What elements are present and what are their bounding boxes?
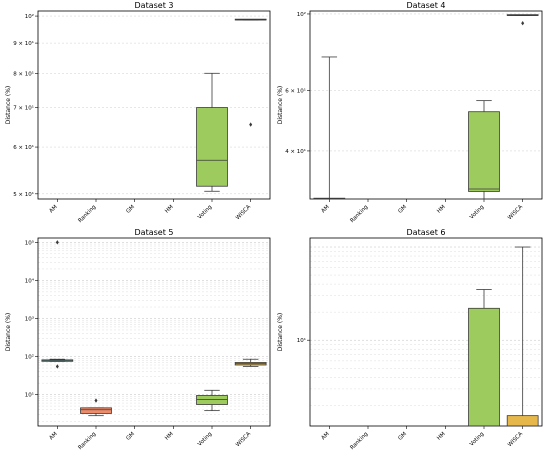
y-tick-label: 10² <box>25 354 34 361</box>
x-tick-label: WISCA <box>235 204 252 221</box>
x-tick-label: AM <box>48 431 58 441</box>
x-tick-label: Ranking <box>77 431 97 451</box>
x-tick-label: GM <box>125 204 136 215</box>
panel-dataset-5: Dataset 5 Distance (%) 10¹ 10² 10³ 10⁴ 10⁵ AM Ra… <box>5 228 271 451</box>
x-tick-label: WISCA <box>507 204 524 221</box>
x-tick-label: HM <box>436 204 447 215</box>
x-tick-label: WISCA <box>507 431 524 448</box>
outlier-point <box>55 364 59 369</box>
x-tick-label: Ranking <box>349 204 369 224</box>
panel-dataset-4: Dataset 4 Distance (%) 4 × 10¹ 6 × 10¹ 10² AM… <box>277 1 543 224</box>
y-tick-label: 10³ <box>25 315 34 322</box>
y-tick-label: 8 × 10¹ <box>13 70 34 77</box>
outlier-point <box>521 21 525 26</box>
x-tick-label: Voting <box>469 204 486 221</box>
box-voting <box>468 111 500 192</box>
x-tick-label: HM <box>164 431 175 442</box>
y-tick-label: 6 × 10¹ <box>13 144 34 151</box>
x-tick-label: WISCA <box>235 431 252 448</box>
x-tick-label: GM <box>125 431 136 442</box>
y-tick-label: 6 × 10¹ <box>285 87 306 94</box>
x-tick-label: Ranking <box>77 204 97 224</box>
y-tick-label: 10¹ <box>25 392 34 399</box>
x-tick-label: Voting <box>197 204 214 221</box>
x-tick-label: AM <box>48 204 58 214</box>
y-tick-label: 10¹ <box>297 337 306 344</box>
x-tick-label: Voting <box>469 431 486 448</box>
outlier-point <box>55 240 59 245</box>
outlier-point <box>94 398 98 403</box>
y-axis-label: Distance (%) <box>5 86 12 125</box>
y-axis-label: Distance (%) <box>277 313 284 352</box>
x-tick-label: GM <box>397 204 408 215</box>
axes-frame <box>309 10 543 200</box>
panel-dataset-6: Dataset 6 Distance (%) 10¹ AM Ranking GM HM Vot… <box>277 228 543 451</box>
y-tick-label: 9 × 10¹ <box>13 40 34 47</box>
x-tick-label: Ranking <box>349 431 369 451</box>
box-ranking <box>80 407 112 414</box>
x-tick-label: GM <box>397 431 408 442</box>
y-tick-label: 5 × 10¹ <box>13 191 34 198</box>
outlier-point <box>249 122 253 127</box>
axes-frame <box>309 237 543 427</box>
y-tick-label: 10² <box>25 13 34 20</box>
y-tick-label: 10⁴ <box>25 277 35 284</box>
box-wisca <box>506 415 539 427</box>
y-tick-label: 4 × 10¹ <box>285 148 306 155</box>
x-tick-label: AM <box>320 431 330 441</box>
y-axis-label: Distance (%) <box>5 313 12 352</box>
x-tick-label: AM <box>320 204 330 214</box>
axes-frame <box>37 10 271 200</box>
y-tick-label: 10² <box>297 11 306 18</box>
chart-title: Dataset 5 <box>135 228 174 237</box>
x-tick-label: HM <box>164 204 175 215</box>
chart-title: Dataset 6 <box>407 228 446 237</box>
y-tick-label: 10⁵ <box>25 239 34 246</box>
y-tick-label: 7 × 10¹ <box>13 105 34 112</box>
y-axis-label: Distance (%) <box>277 86 284 125</box>
x-tick-label: HM <box>436 431 447 442</box>
chart-title: Dataset 3 <box>135 1 174 10</box>
chart-title: Dataset 4 <box>407 1 446 10</box>
x-tick-label: Voting <box>197 431 214 448</box>
box-voting <box>196 107 228 187</box>
box-voting <box>196 395 228 405</box>
panel-dataset-3: Dataset 3 Distance (%) 5 × 10¹ 6 × 10¹ 7 × 1… <box>5 1 271 224</box>
axes-frame <box>37 237 271 427</box>
box-voting <box>468 307 500 427</box>
